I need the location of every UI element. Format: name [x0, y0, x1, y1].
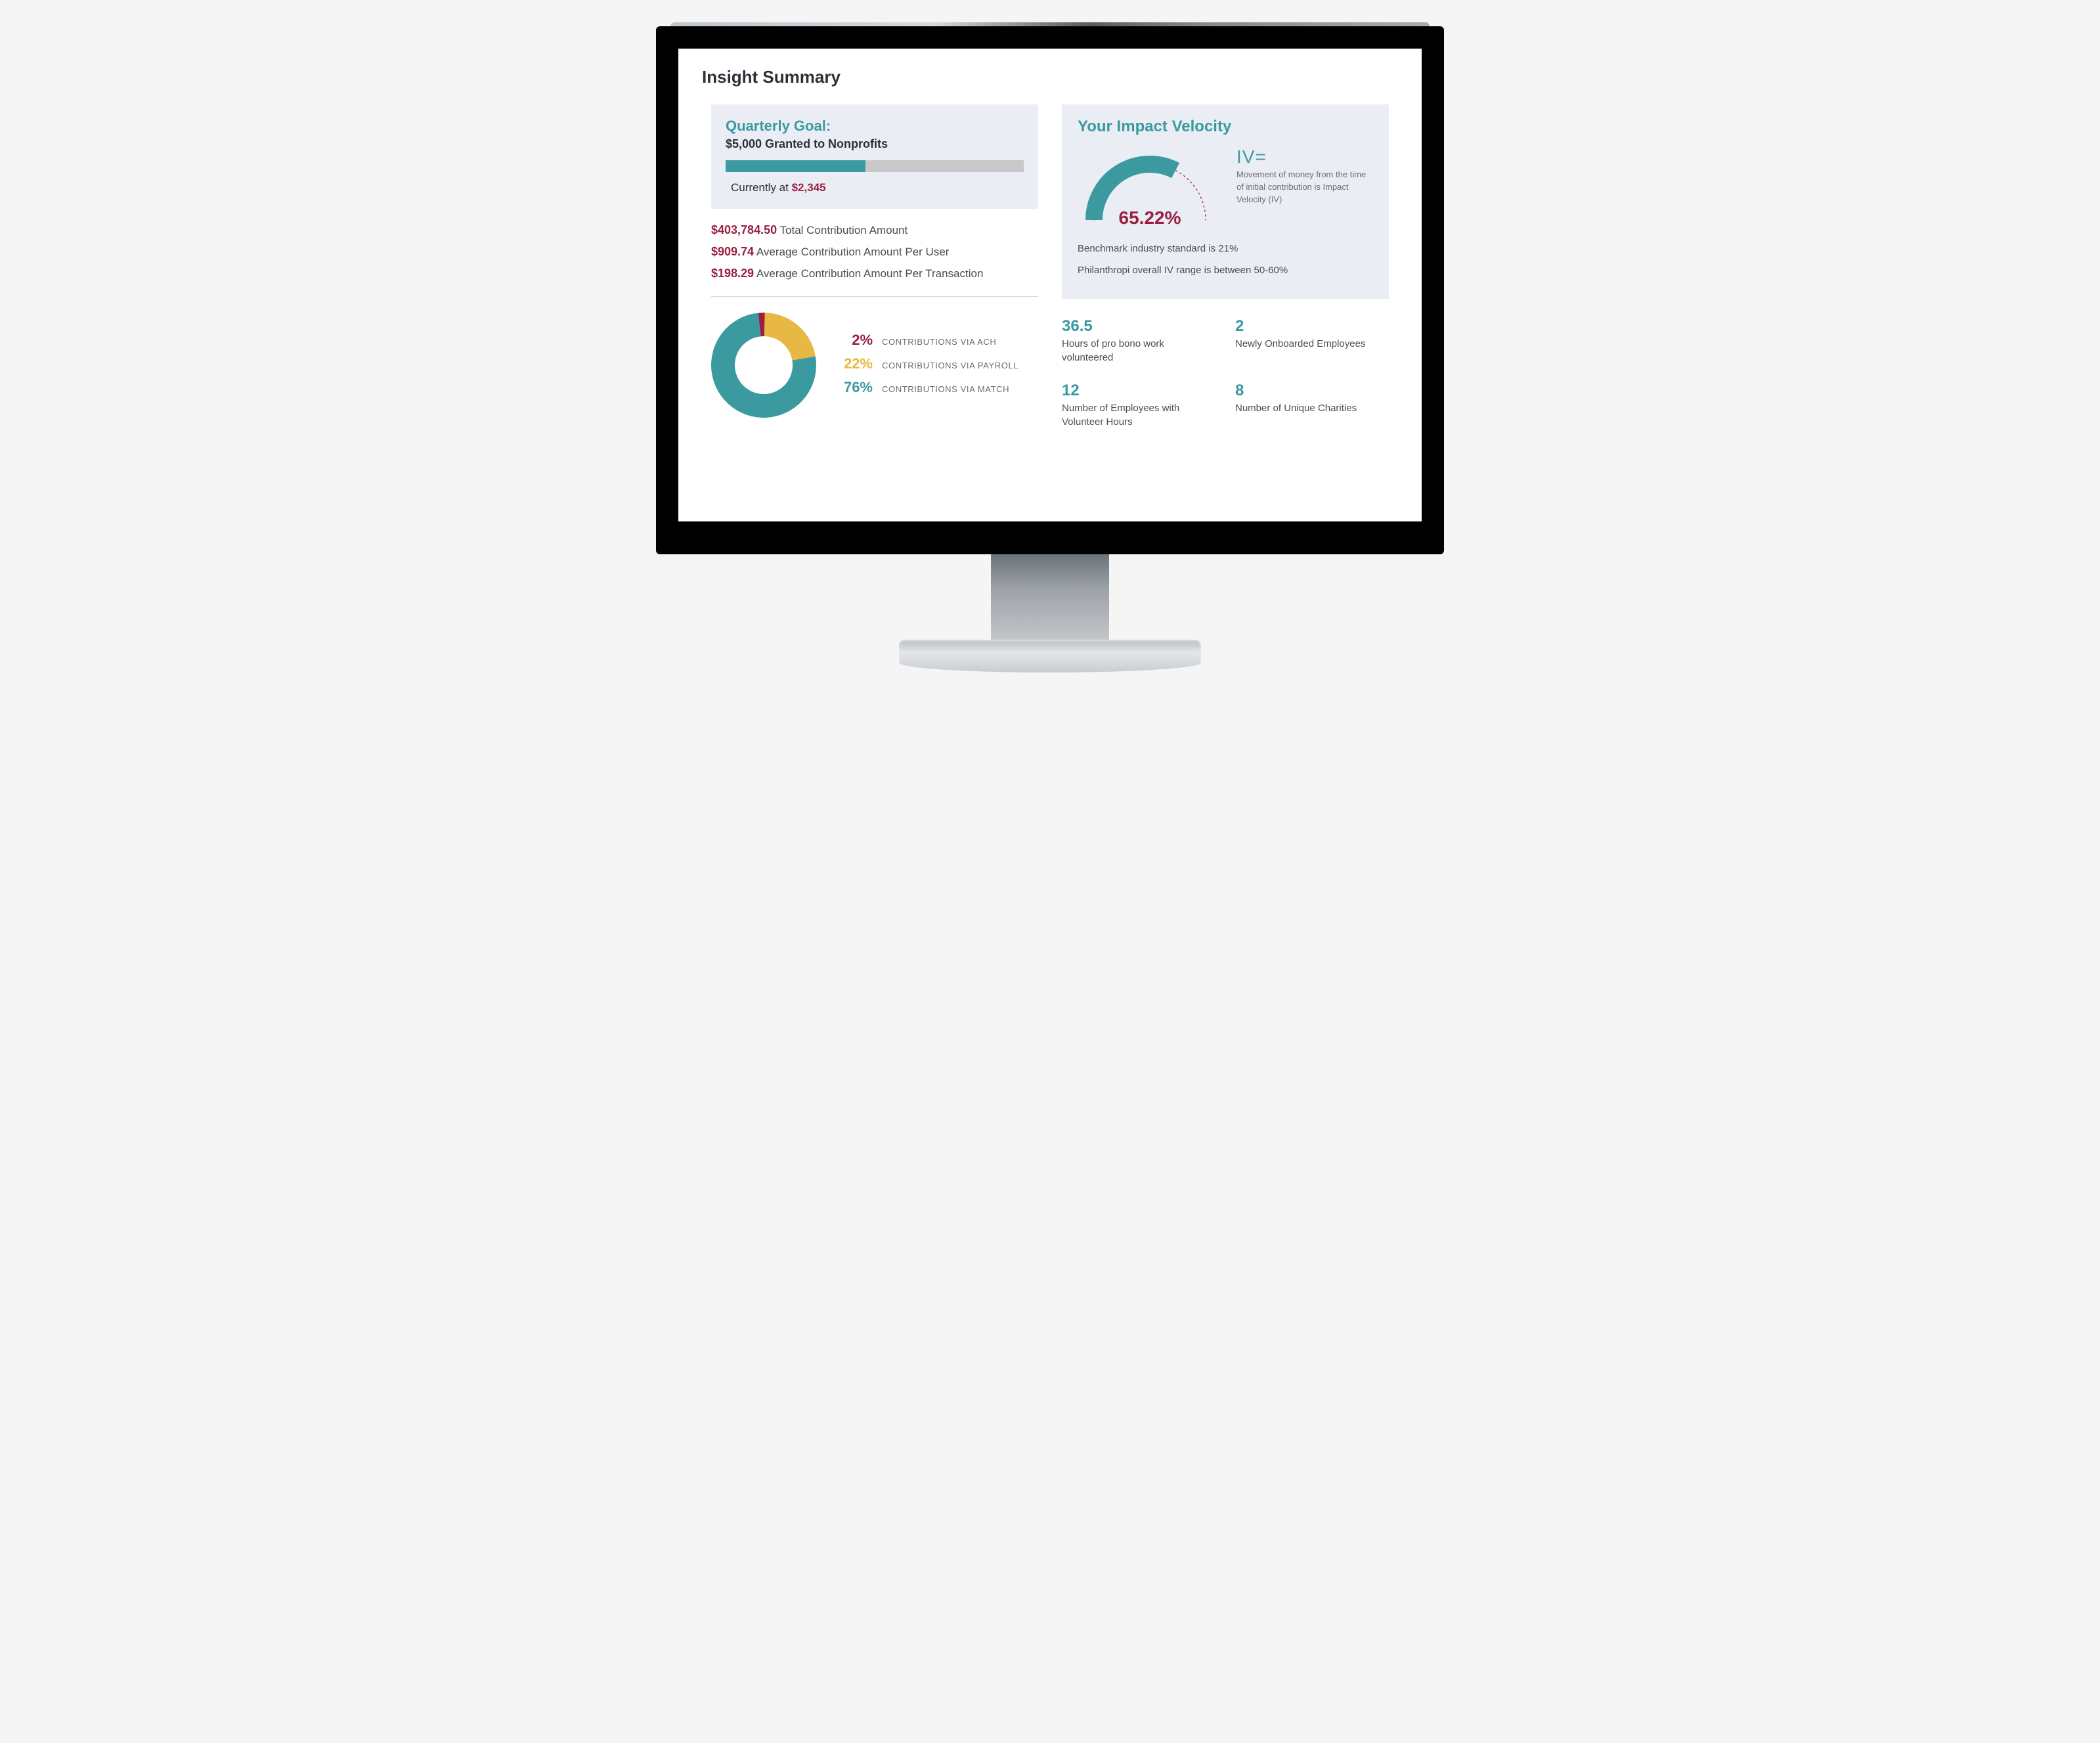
contribution-stats: $403,784.50 Total Contribution Amount $90… — [711, 223, 1038, 280]
goal-progress-bar — [726, 160, 1024, 172]
iv-definition-text: Movement of money from the time of initi… — [1236, 169, 1373, 206]
contribution-channel-breakdown: 2% CONTRIBUTIONS VIA ACH 22% CONTRIBUTIONS … — [711, 313, 1038, 421]
metric-value: 2 — [1235, 317, 1389, 336]
contribution-stat: $909.74 Average Contribution Amount Per … — [711, 245, 1038, 259]
goal-status-prefix: Currently at — [731, 181, 792, 194]
iv-note: Benchmark industry standard is 21% — [1078, 242, 1373, 257]
legend-label: CONTRIBUTIONS VIA MATCH — [882, 384, 1009, 394]
donut-svg — [711, 313, 816, 418]
metric-value: 8 — [1235, 382, 1389, 400]
goal-title: Quarterly Goal: — [726, 118, 1024, 135]
legend-label: CONTRIBUTIONS VIA PAYROLL — [882, 361, 1018, 370]
dashboard-layout: Quarterly Goal: $5,000 Granted to Nonpro… — [702, 104, 1398, 429]
legend-item-match: 76% CONTRIBUTIONS VIA MATCH — [835, 379, 1038, 396]
iv-gauge-percent: 65.22% — [1119, 208, 1181, 229]
legend-pct: 2% — [835, 332, 873, 349]
iv-equation-label: IV= — [1236, 146, 1373, 167]
stat-value: $909.74 — [711, 245, 754, 258]
iv-top-row: 65.22% IV= Movement of money from the ti… — [1078, 143, 1373, 230]
monitor-base — [899, 640, 1201, 673]
goal-subtitle: $5,000 Granted to Nonprofits — [726, 137, 1024, 151]
metrics-grid: 36.5Hours of pro bono work volunteered2N… — [1062, 317, 1389, 429]
legend-item-ach: 2% CONTRIBUTIONS VIA ACH — [835, 332, 1038, 349]
quarterly-goal-card: Quarterly Goal: $5,000 Granted to Nonpro… — [711, 104, 1038, 209]
goal-progress-fill — [726, 160, 865, 172]
monitor-mockup: Insight Summary Quarterly Goal: $5,000 G… — [656, 26, 1444, 673]
left-column: Quarterly Goal: $5,000 Granted to Nonpro… — [711, 104, 1038, 429]
metric-cell: 2Newly Onboarded Employees — [1235, 317, 1389, 364]
iv-notes: Benchmark industry standard is 21% Philan… — [1078, 242, 1373, 278]
iv-gauge: 65.22% — [1078, 143, 1222, 230]
section-divider — [711, 296, 1038, 297]
legend-pct: 22% — [835, 355, 873, 372]
page-title: Insight Summary — [702, 67, 1398, 87]
monitor-bezel: Insight Summary Quarterly Goal: $5,000 G… — [656, 26, 1444, 554]
donut-legend: 2% CONTRIBUTIONS VIA ACH 22% CONTRIBUTIONS … — [835, 332, 1038, 403]
stat-label: Average Contribution Amount Per User — [754, 246, 949, 258]
right-column: Your Impact Velocity 65.22% IV= Movement… — [1062, 104, 1389, 429]
iv-definition: IV= Movement of money from the time of i… — [1236, 143, 1373, 206]
metric-cell: 36.5Hours of pro bono work volunteered — [1062, 317, 1215, 364]
metric-value: 12 — [1062, 382, 1215, 400]
donut-chart — [711, 313, 816, 421]
metric-label: Number of Unique Charities — [1235, 401, 1389, 415]
monitor-neck — [991, 554, 1109, 640]
contribution-stat: $403,784.50 Total Contribution Amount — [711, 223, 1038, 237]
goal-status: Currently at $2,345 — [726, 181, 1024, 194]
contribution-stat: $198.29 Average Contribution Amount Per … — [711, 267, 1038, 280]
donut-slice-payroll — [764, 313, 816, 361]
dashboard-screen: Insight Summary Quarterly Goal: $5,000 G… — [678, 49, 1422, 521]
metric-cell: 8Number of Unique Charities — [1235, 382, 1389, 429]
legend-item-payroll: 22% CONTRIBUTIONS VIA PAYROLL — [835, 355, 1038, 372]
goal-status-amount: $2,345 — [792, 181, 826, 194]
metric-cell: 12Number of Employees with Volunteer Hou… — [1062, 382, 1215, 429]
legend-pct: 76% — [835, 379, 873, 396]
impact-velocity-card: Your Impact Velocity 65.22% IV= Movement… — [1062, 104, 1389, 299]
stat-label: Average Contribution Amount Per Transact… — [754, 267, 983, 280]
iv-note: Philanthropi overall IV range is between… — [1078, 263, 1373, 278]
stat-value: $198.29 — [711, 267, 754, 280]
metric-label: Number of Employees with Volunteer Hours — [1062, 401, 1215, 429]
metric-value: 36.5 — [1062, 317, 1215, 336]
stat-value: $403,784.50 — [711, 223, 777, 236]
stat-label: Total Contribution Amount — [777, 224, 908, 236]
metric-label: Newly Onboarded Employees — [1235, 337, 1389, 351]
metric-label: Hours of pro bono work volunteered — [1062, 337, 1215, 364]
iv-title: Your Impact Velocity — [1078, 118, 1373, 136]
legend-label: CONTRIBUTIONS VIA ACH — [882, 337, 996, 347]
